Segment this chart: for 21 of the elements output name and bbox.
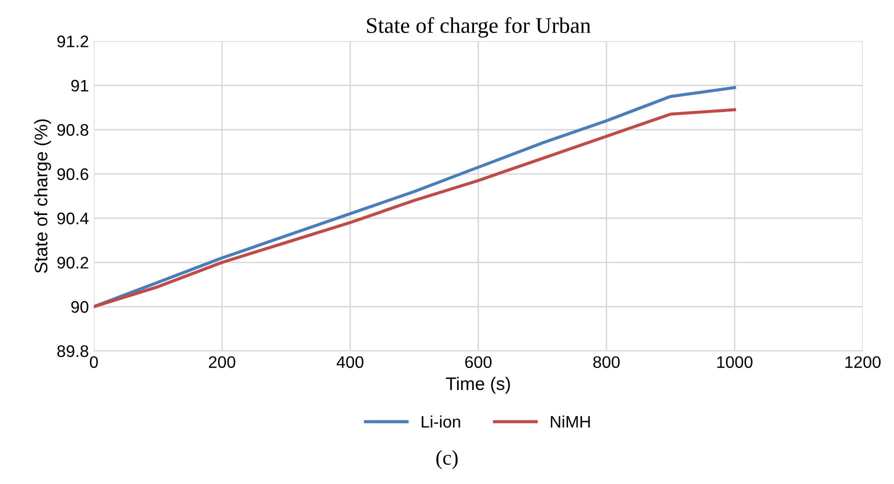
y-tick-label: 90 (71, 301, 88, 313)
x-tick-label: 400 (336, 356, 364, 368)
y-axis-title: State of charge (%) (34, 119, 52, 273)
chart-title: State of charge for Urban (367, 17, 591, 38)
legend-label: Li-ion (422, 415, 460, 428)
x-tick-label: 0 (90, 356, 98, 368)
x-axis-title: Time (s) (446, 376, 510, 394)
y-tick-label: 90.8 (57, 124, 88, 136)
x-tick-label: 800 (593, 356, 620, 368)
legend-label: NiMH (550, 415, 590, 428)
text: (c) (436, 450, 458, 470)
y-tick-label: 90.6 (57, 168, 88, 180)
x-tick-label: 200 (208, 356, 236, 368)
x-tick-label: 1000 (717, 356, 752, 368)
y-tick-label: 90.4 (57, 212, 89, 224)
x-tick-label: 600 (465, 356, 492, 368)
y-tick-label: 91 (71, 80, 88, 92)
y-tick-label: 89.8 (57, 345, 88, 358)
y-tick-label: 91.2 (57, 36, 88, 48)
y-tick-label: 90.2 (57, 256, 88, 269)
x-tick-label: 1200 (845, 356, 881, 368)
